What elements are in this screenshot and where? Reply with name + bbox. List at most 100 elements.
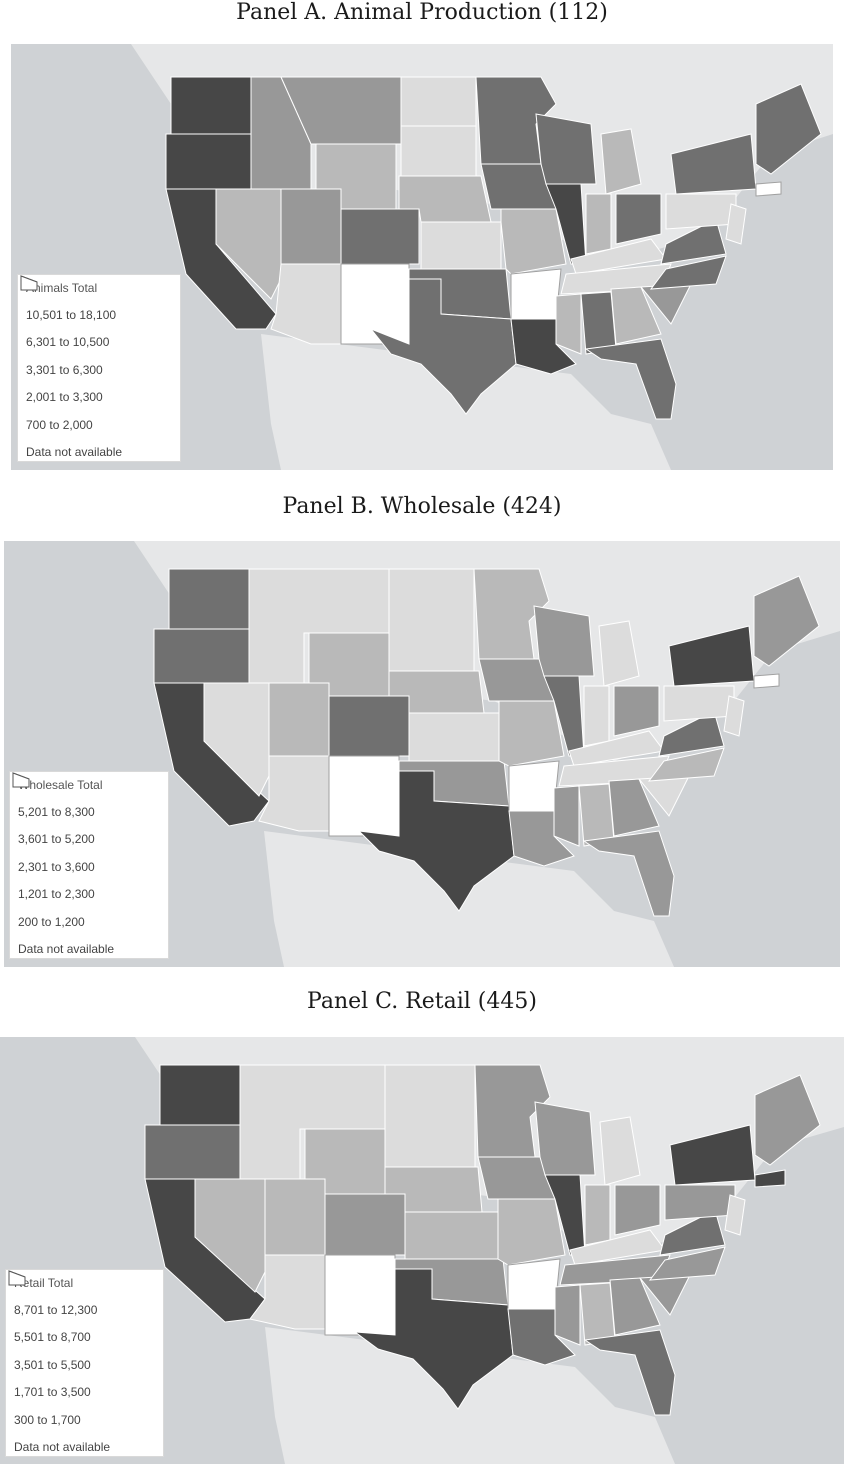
panel-a-map[interactable]: Animals Total 10,501 to 18,100 6,301 to … (11, 44, 833, 470)
legend-swatch (8, 1270, 26, 1286)
legend-label: 8,701 to 12,300 (14, 1302, 98, 1317)
legend-row: 200 to 1,200 (12, 772, 160, 936)
legend-row: 300 to 1,700 (8, 1270, 155, 1434)
legend-label: 5,501 to 8,700 (14, 1330, 91, 1345)
legend-label: Data not available (26, 445, 123, 460)
legend-row: 3,501 to 5,500 (8, 1270, 155, 1379)
state-ut (280, 188, 342, 265)
state-in-b (583, 685, 610, 747)
panel-c-title: Panel C. Retail (445) (307, 989, 537, 1014)
legend-row: 1,201 to 2,300 (12, 772, 160, 909)
state-mo (500, 208, 567, 275)
panel-c-map-svg (0, 1037, 844, 1464)
panel-c-legend: Retail Total 8,701 to 12,300 5,501 to 8,… (5, 1269, 164, 1457)
panel-a-title: Panel A. Animal Production (112) (236, 0, 608, 25)
state-oh-c (614, 1184, 661, 1236)
state-oh (615, 193, 662, 245)
state-co-b (328, 695, 410, 757)
state-ct-ri (755, 181, 782, 197)
legend-row: 3,601 to 5,200 (12, 772, 160, 854)
state-ar-b (508, 760, 560, 812)
panel-b-title: Panel B. Wholesale (424) (282, 494, 562, 519)
legend-row: 700 to 2,000 (20, 275, 172, 439)
legend-row: Data not available (20, 275, 172, 467)
state-ar (510, 268, 562, 320)
state-nv (215, 188, 282, 300)
state-or-c (144, 1124, 241, 1180)
state-ks (420, 221, 502, 270)
state-mi-b (598, 620, 640, 687)
state-or-b (153, 628, 250, 684)
legend-row: 6,301 to 10,500 (20, 275, 172, 357)
state-nj-md (725, 203, 747, 245)
state-va-c (659, 1209, 726, 1256)
state-fl-c (583, 1329, 676, 1416)
panel-a-map-svg (11, 44, 833, 470)
legend-label: 2,301 to 3,600 (18, 859, 95, 874)
state-al-c (579, 1282, 616, 1346)
legend-row: 5,201 to 8,300 (12, 772, 160, 826)
legend-row: 2,001 to 3,300 (20, 275, 172, 412)
legend-title: Wholesale Total (18, 778, 103, 792)
state-va-b (658, 710, 725, 757)
state-mo-c (497, 1198, 566, 1266)
state-nm-c (324, 1254, 396, 1336)
state-co (340, 208, 420, 265)
legend-label: 3,301 to 6,300 (26, 362, 103, 377)
legend-label: 5,201 to 8,300 (18, 804, 95, 819)
panel-b-map-svg (4, 541, 840, 967)
state-pa-b (663, 685, 735, 722)
state-ms-c (554, 1284, 581, 1346)
state-mo-b (498, 700, 565, 767)
state-ct-ri-b (753, 673, 780, 689)
state-co-c (324, 1193, 406, 1256)
land-mexico-b (264, 831, 674, 967)
state-wi-c (534, 1101, 596, 1176)
state-wa-b (168, 568, 250, 630)
legend-label: 6,301 to 10,500 (26, 335, 110, 350)
state-mi (600, 128, 642, 195)
legend-label: Data not available (14, 1440, 111, 1455)
legend-row: 2,301 to 3,600 (12, 772, 160, 881)
state-ut-c (264, 1178, 326, 1256)
legend-label: 10,501 to 18,100 (26, 307, 117, 322)
legend-row: Data not available (12, 772, 160, 964)
legend-title: Animals Total (26, 281, 98, 295)
legend-row: 3,301 to 6,300 (20, 275, 172, 384)
state-az (270, 263, 342, 345)
legend-label: Data not available (18, 942, 115, 957)
state-in (585, 193, 612, 255)
legend-label: 3,601 to 5,200 (18, 832, 95, 847)
land-mexico-c (265, 1327, 675, 1464)
state-fl-b (582, 830, 675, 917)
state-nv-b (203, 682, 270, 797)
legend-swatch (20, 275, 38, 291)
state-pa (665, 193, 737, 230)
state-ne-states (755, 83, 822, 175)
panel-c-map[interactable]: Retail Total 8,701 to 12,300 5,501 to 8,… (0, 1037, 844, 1464)
legend-row: 10,501 to 18,100 (20, 275, 172, 329)
state-wi (535, 113, 597, 185)
state-ne-states-b (753, 575, 820, 667)
state-wa-c (159, 1064, 241, 1126)
state-ne-states-c (754, 1074, 821, 1166)
state-nd-sd-c (384, 1064, 476, 1168)
state-id (250, 76, 312, 190)
legend-label: 3,501 to 5,500 (14, 1357, 91, 1372)
state-or (165, 133, 252, 190)
state-ga-b (608, 778, 660, 837)
state-nd (400, 76, 477, 127)
panel-b-map[interactable]: Wholesale Total 5,201 to 8,300 3,601 to … (4, 541, 840, 967)
state-al (580, 291, 617, 355)
state-ut-b (268, 682, 330, 757)
panel-a-legend: Animals Total 10,501 to 18,100 6,301 to … (17, 274, 181, 462)
legend-label: 200 to 1,200 (18, 914, 85, 929)
panel-b-legend: Wholesale Total 5,201 to 8,300 3,601 to … (9, 771, 169, 959)
state-nj-md-c (724, 1194, 746, 1236)
state-fl (584, 338, 677, 420)
legend-row: Data not available (8, 1270, 155, 1462)
legend-label: 700 to 2,000 (26, 417, 93, 432)
state-ga (610, 286, 662, 345)
legend-label: 2,001 to 3,300 (26, 390, 103, 405)
legend-label: 1,701 to 3,500 (14, 1385, 91, 1400)
